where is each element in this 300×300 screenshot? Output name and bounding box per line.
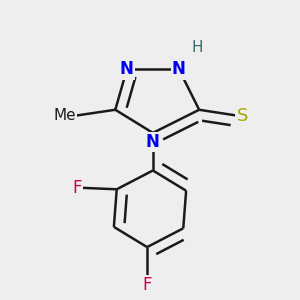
Text: N: N (120, 60, 134, 78)
Text: H: H (192, 40, 203, 55)
Text: S: S (237, 106, 248, 124)
Text: N: N (172, 60, 186, 78)
Text: Me: Me (54, 108, 76, 123)
Text: F: F (142, 276, 152, 294)
Text: N: N (146, 133, 160, 151)
Text: F: F (73, 179, 82, 197)
